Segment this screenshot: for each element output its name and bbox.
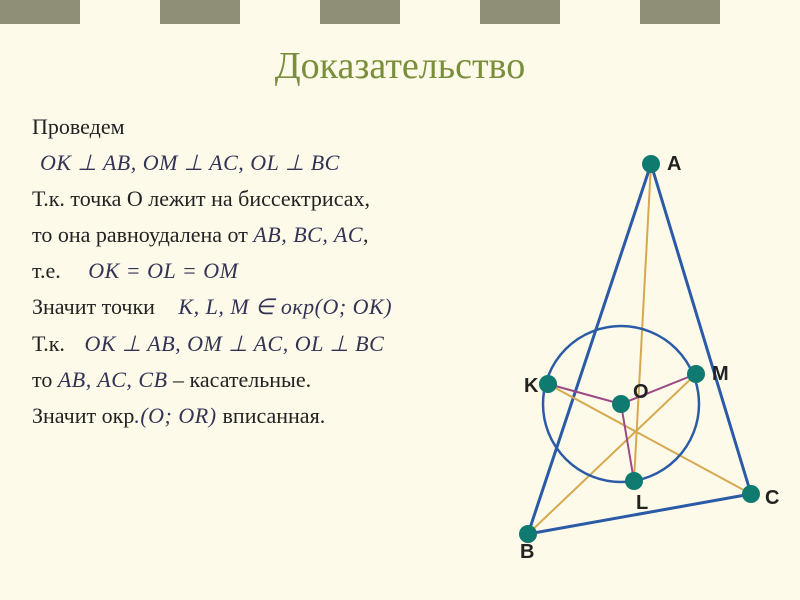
line-6: Значит точки K, L, M ∈ окр(O; OK) xyxy=(32,290,492,324)
line-1: Проведем xyxy=(32,110,492,144)
point-label-M: M xyxy=(712,363,729,385)
point-label-A: A xyxy=(667,153,681,175)
point-label-O: O xyxy=(633,381,649,403)
point-label-B: B xyxy=(520,541,534,563)
top-color-bar xyxy=(0,0,800,24)
line-8: то AB, AC, CB – касательные. xyxy=(32,363,492,397)
line-8b: AB, AC, CB xyxy=(58,367,168,392)
line-8a: то xyxy=(32,367,58,392)
line-3: Т.к. точка О лежит на биссектрисах, xyxy=(32,182,492,216)
point-label-C: C xyxy=(765,487,779,509)
line-8c: – касательные. xyxy=(168,367,312,392)
line-5b: OK = OL = OM xyxy=(66,258,238,283)
line-9b: .(O; OR) xyxy=(134,403,222,428)
diagram-svg: ABCKMLO xyxy=(456,124,776,554)
line-5a: т.е. xyxy=(32,258,61,283)
line-5: т.е. OK = OL = OM xyxy=(32,254,492,288)
slide-title: Доказательство xyxy=(32,44,768,88)
line-4: то она равноудалена от AB, BC, AC, xyxy=(32,218,492,252)
slide-body: Доказательство Проведем OK ⊥ AB, OM ⊥ AC… xyxy=(0,24,800,600)
line-2-math: OK ⊥ AB, OM ⊥ AC, OL ⊥ BC xyxy=(32,146,492,180)
line-4b: AB, BC, AC xyxy=(253,222,363,247)
line-7a: Т.к. xyxy=(32,331,65,356)
line-4a: то она равноудалена от xyxy=(32,222,253,247)
line-9a: Значит окр xyxy=(32,403,134,428)
geometry-diagram: ABCKMLO xyxy=(456,124,776,554)
proof-text: Проведем OK ⊥ AB, OM ⊥ AC, OL ⊥ BC Т.к. … xyxy=(32,110,492,435)
line-7: Т.к. OK ⊥ AB, OM ⊥ AC, OL ⊥ BC xyxy=(32,327,492,361)
line-9c: вписанная. xyxy=(223,403,326,428)
line-4c: , xyxy=(363,222,369,247)
line-6b: K, L, M ∈ окр(O; OK) xyxy=(160,294,392,319)
line-9: Значит окр.(O; OR) вписанная. xyxy=(32,399,492,433)
point-label-L: L xyxy=(636,492,648,514)
line-6a: Значит точки xyxy=(32,294,155,319)
line-7b: OK ⊥ AB, OM ⊥ AC, OL ⊥ BC xyxy=(70,331,384,356)
point-label-K: K xyxy=(524,375,539,397)
